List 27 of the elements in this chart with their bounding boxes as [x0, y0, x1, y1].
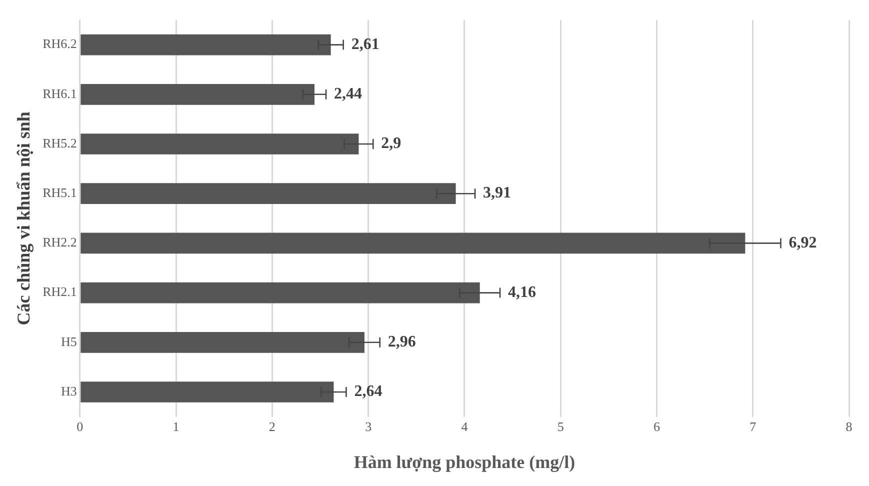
x-tick-label: 3	[365, 419, 372, 434]
data-label: 3,91	[483, 184, 512, 202]
x-tick-label: 7	[750, 419, 757, 434]
y-tick-label: RH6.1	[42, 86, 77, 101]
data-label: 2,64	[354, 383, 382, 400]
data-label: 2,44	[334, 86, 362, 103]
y-axis-title: Các chủng vi khuẩn nội snh	[13, 112, 34, 326]
x-tick-label: 4	[461, 419, 468, 434]
x-tick-label: 2	[268, 419, 276, 434]
y-tick-label: H5	[61, 334, 77, 349]
x-tick-label: 5	[557, 419, 564, 434]
y-tick-label: RH6.2	[42, 36, 77, 52]
data-label: 2,96	[388, 334, 416, 351]
x-tick-label: 6	[653, 419, 660, 434]
data-label: 2,9	[381, 135, 402, 152]
data-label: 6,92	[788, 234, 817, 252]
x-tick-label: 8	[846, 419, 852, 434]
y-tick-label: RH5.2	[42, 135, 77, 150]
data-label: 2,61	[351, 36, 380, 53]
y-tick-label: H3	[61, 383, 77, 398]
y-tick-label: RH5.1	[42, 185, 77, 200]
y-tick-label: RH2.1	[42, 284, 77, 300]
x-tick-label: 0	[76, 419, 84, 434]
data-label: 4,16	[508, 284, 536, 301]
y-tick-label: RH2.2	[42, 234, 77, 250]
x-axis-title: Hàm lượng phosphate (mg/l)	[354, 452, 576, 472]
x-tick-label: 1	[172, 419, 180, 434]
